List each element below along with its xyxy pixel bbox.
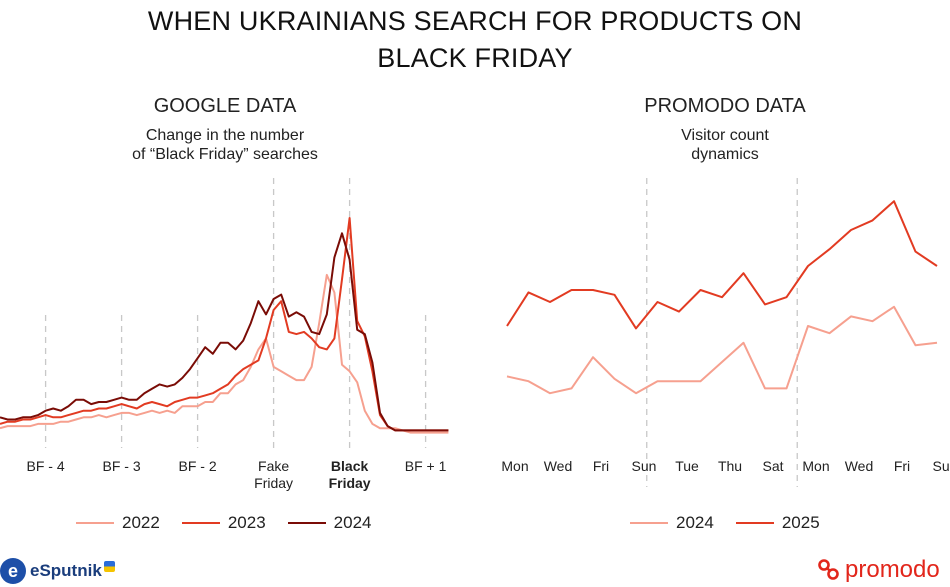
promodo-xtick-3: Sun (632, 458, 657, 474)
legend-2022: 2022 (76, 513, 160, 533)
promodo-logo: promodo (818, 556, 940, 584)
legend-p2025-swatch (735, 521, 774, 525)
promodo-xtick-0: Mon (501, 458, 528, 474)
promodo-legend: 2024 2025 (630, 513, 842, 533)
google-subtitle-line2: of “Black Friday” searches (132, 146, 318, 163)
google-series-2023 (0, 217, 449, 432)
promodo-xtick-10: Sun (933, 458, 950, 474)
google-series-2024 (0, 232, 449, 432)
legend-2023: 2023 (181, 513, 266, 533)
google-xtick-1-0: BF - 3 (103, 458, 141, 474)
google-series-2022 (0, 273, 449, 434)
google-legend: 2022 2023 2024 (76, 513, 393, 533)
chart-title-line2: BLACK FRIDAY (377, 43, 573, 73)
promodo-xtick-5: Thu (718, 458, 742, 474)
promodo-series-2024 (506, 305, 938, 395)
promodo-heading: PROMODO DATA (644, 95, 806, 117)
google-xtick-4-1: Friday (329, 475, 371, 491)
promodo-xtick-1: Wed (544, 458, 573, 474)
promodo-wordmark: promodo (845, 556, 940, 583)
legend-p2024-label: 2024 (676, 513, 714, 532)
promodo-subtitle-line1: Visitor count (681, 127, 769, 144)
promodo-subtitle-line2: dynamics (691, 146, 759, 163)
promodo-xtick-8: Wed (845, 458, 874, 474)
promodo-xtick-4: Tue (675, 458, 699, 474)
google-heading: GOOGLE DATA (153, 95, 297, 117)
promodo-xtick-7: Mon (802, 458, 829, 474)
legend-2023-label: 2023 (227, 513, 266, 532)
google-xtick-3-0: Fake (258, 458, 289, 474)
legend-p2025: 2025 (735, 513, 820, 533)
promodo-xtick-9: Fri (894, 458, 910, 474)
esputnik-logo: e eSputnik (0, 558, 115, 584)
legend-2024-swatch (287, 521, 326, 525)
esputnik-mark-icon: e (0, 558, 26, 584)
google-subtitle-line1: Change in the number (145, 127, 305, 144)
legend-p2024: 2024 (630, 513, 714, 533)
legend-p2025-label: 2025 (781, 513, 820, 532)
chart-title-line1: WHEN UKRAINIANS SEARCH FOR PRODUCTS ON (147, 6, 803, 36)
google-xtick-2-0: BF - 2 (179, 458, 217, 474)
ukraine-flag-icon (103, 560, 115, 572)
legend-p2024-swatch (630, 521, 668, 525)
legend-2022-label: 2022 (122, 513, 160, 532)
promodo-xtick-6: Sat (762, 458, 783, 474)
google-xtick-4-0: Black (331, 458, 369, 474)
legend-2024-label: 2024 (333, 513, 372, 532)
google-xtick-0-0: BF - 4 (27, 458, 65, 474)
promodo-xtick-2: Fri (593, 458, 609, 474)
promodo-mark-icon (818, 559, 839, 580)
legend-2022-swatch (76, 521, 114, 525)
legend-2023-swatch (181, 521, 220, 525)
promodo-series-2025 (506, 200, 938, 330)
google-xtick-3-1: Friday (254, 475, 293, 491)
legend-2024: 2024 (287, 513, 372, 533)
esputnik-wordmark: eSputnik (30, 561, 102, 580)
google-xtick-5-0: BF + 1 (405, 458, 447, 474)
